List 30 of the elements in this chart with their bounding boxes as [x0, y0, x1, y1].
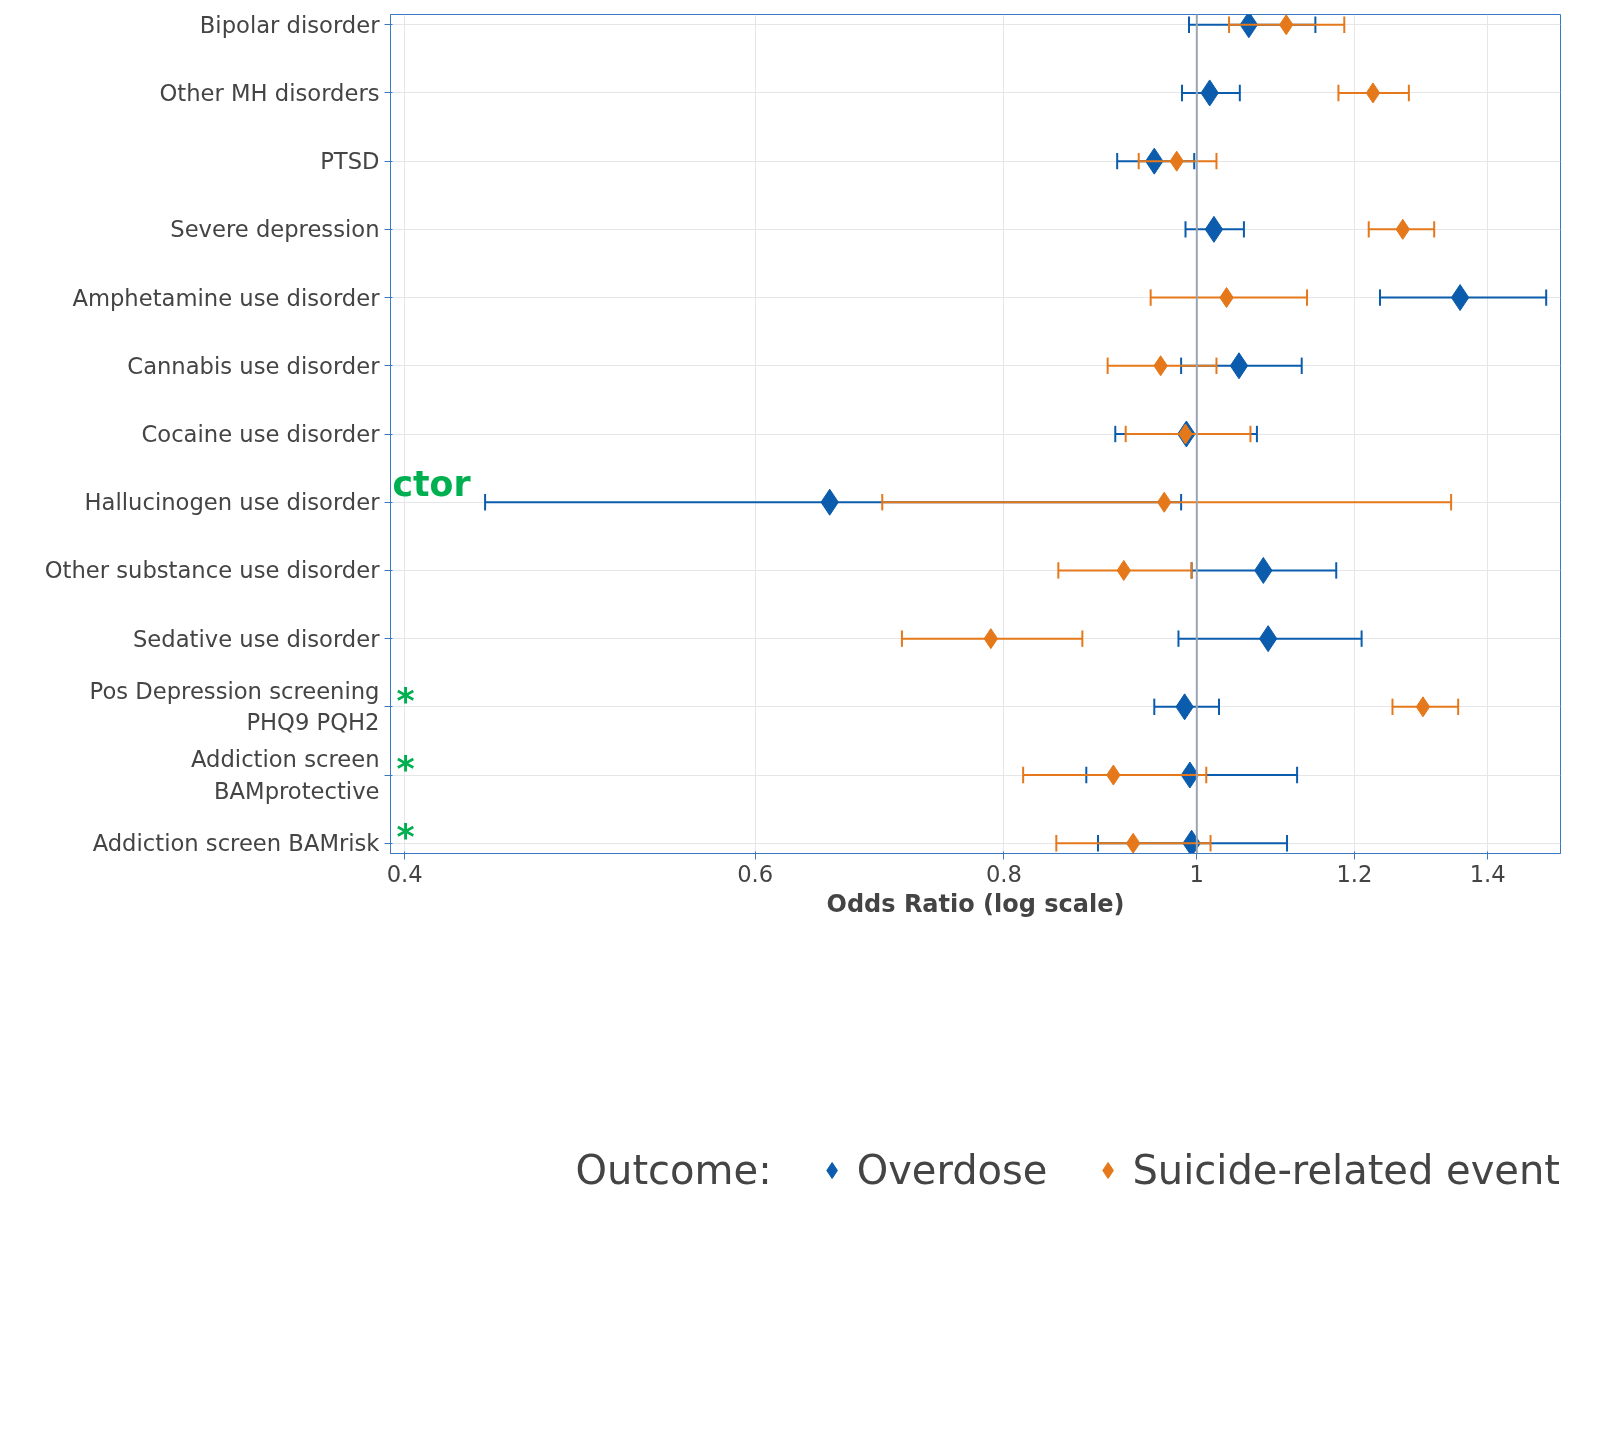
point — [1229, 352, 1249, 380]
y-tick-label: Other substance use disorder — [44, 557, 381, 584]
point — [1204, 215, 1224, 243]
y-tick-label: Severe depression — [170, 216, 380, 243]
annotation: * — [396, 749, 415, 790]
y-tick-label: Amphetamine use disorder — [72, 284, 381, 311]
legend-label: Overdose — [856, 1147, 1048, 1193]
y-tick-label: Cannabis use disorder — [127, 352, 381, 379]
x-tick-label: 0.6 — [737, 860, 774, 887]
x-tick-label: 0.4 — [386, 860, 423, 887]
y-tick-label: Sedative use disorder — [132, 625, 381, 652]
x-tick-label: 1.4 — [1469, 860, 1506, 887]
annotation: ctor — [392, 463, 471, 504]
legend-label: Suicide-related event — [1132, 1147, 1560, 1193]
annotation: * — [396, 817, 415, 858]
y-tick-label: Addiction screen BAMprotective — [190, 746, 380, 804]
y-tick-label: Hallucinogen use disorder — [84, 489, 381, 516]
x-tick-label: 0.8 — [985, 860, 1022, 887]
y-tick-label: Other MH disorders — [159, 79, 380, 106]
legend-title: Outcome: — [575, 1147, 772, 1193]
y-tick-label: Cocaine use disorder — [141, 421, 381, 447]
x-tick-label: 1 — [1189, 860, 1205, 887]
y-tick-label: Pos Depression screening PHQ9 PQH2 — [89, 678, 380, 736]
point — [1258, 625, 1278, 653]
y-tick-label: Addiction screen BAMrisk — [92, 830, 381, 857]
x-axis-title: Odds Ratio (log scale) — [826, 889, 1125, 918]
x-tick-label: 1.2 — [1336, 860, 1373, 887]
annotation: * — [396, 680, 415, 721]
y-tick-label: Bipolar disorder — [199, 11, 381, 38]
y-tick-label: PTSD — [320, 148, 380, 175]
